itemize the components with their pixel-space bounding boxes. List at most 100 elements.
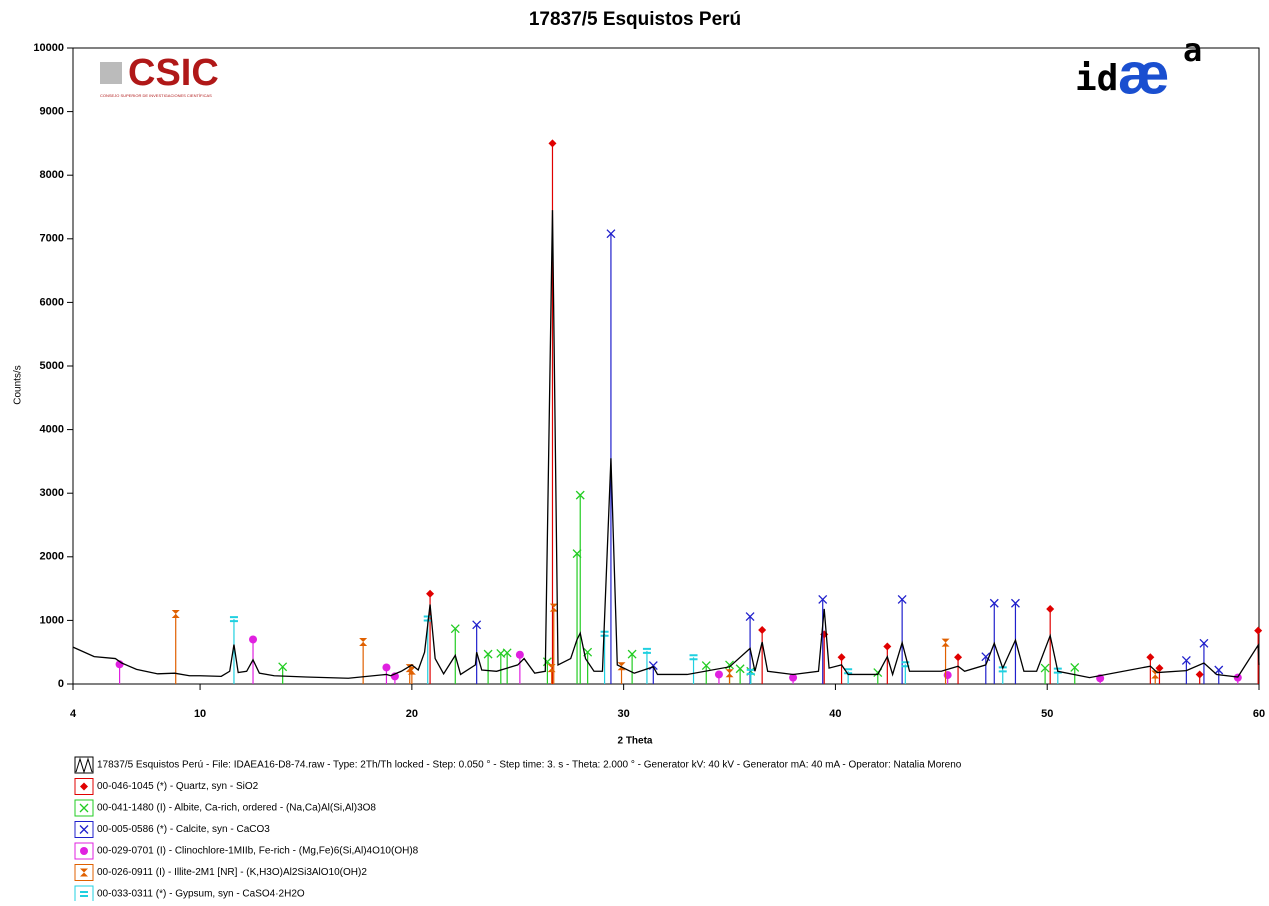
- y-axis-label: Counts/s: [13, 365, 24, 404]
- stick-marker: [818, 594, 828, 604]
- stick-marker: [954, 653, 963, 662]
- stick-marker: [714, 670, 723, 679]
- idaea-ae: æ: [1118, 41, 1170, 106]
- stick-marker: [1199, 638, 1209, 648]
- y-tick-label: 2000: [40, 551, 64, 563]
- stick-marker: [483, 649, 493, 659]
- idaea-id: id: [1075, 58, 1118, 99]
- stick-marker: [943, 671, 952, 680]
- stick-marker: [1151, 670, 1160, 679]
- legend-box: [74, 821, 94, 838]
- stick-marker: [844, 668, 853, 675]
- y-tick-label: 3000: [40, 487, 64, 499]
- x-tick-label: 10: [194, 708, 206, 720]
- stick-marker: [502, 648, 512, 658]
- idaea-logo: id æ a: [1075, 31, 1202, 106]
- legend-icon: [75, 757, 93, 774]
- stick-marker: [1146, 653, 1155, 662]
- legend-label: 00-041-1480 (I) - Albite, Ca-rich, order…: [97, 803, 376, 814]
- legend-icon: [80, 782, 88, 791]
- stick-marker: [1195, 670, 1204, 679]
- stick-marker: [407, 666, 416, 675]
- legend-label: 17837/5 Esquistos Perú - File: IDAEA16-D…: [97, 760, 962, 771]
- diffraction-pattern: [72, 210, 1260, 679]
- y-tick-label: 6000: [40, 296, 64, 308]
- y-tick-label: 0: [58, 678, 64, 690]
- x-tick-label: 40: [829, 708, 841, 720]
- stick-marker: [701, 661, 711, 671]
- stick-marker: [725, 669, 734, 678]
- stick-marker: [549, 603, 558, 612]
- stick-marker: [1214, 665, 1224, 675]
- legend-box: [74, 799, 94, 817]
- legend-label: 00-046-1045 (*) - Quartz, syn - SiO2: [97, 781, 259, 792]
- x-tick-label: 20: [406, 708, 418, 720]
- stick-marker: [627, 649, 637, 659]
- stick-marker: [1040, 663, 1050, 673]
- csic-emblem: [100, 62, 122, 84]
- stick-marker: [450, 624, 460, 634]
- stick-marker: [548, 139, 557, 148]
- stick-marker: [1181, 656, 1191, 665]
- y-tick-label: 7000: [40, 233, 64, 245]
- legend-box: [74, 864, 94, 881]
- legend-label: 00-026-0911 (I) - Illite-2M1 [NR] - (K,H…: [97, 867, 367, 878]
- stick-marker: [941, 638, 950, 647]
- stick-marker: [1254, 626, 1263, 635]
- legend-icon: [80, 891, 88, 897]
- stick-marker: [1010, 598, 1020, 608]
- csic-logo: CSIC CONSEJO SUPERIOR DE INVESTIGACIONES…: [100, 52, 219, 98]
- legend-label: 00-029-0701 (I) - Clinochlore-1MIIb, Fe-…: [97, 846, 419, 857]
- x-tick-label: 4: [70, 708, 77, 720]
- stick-marker: [229, 616, 238, 623]
- legend-label: 00-005-0586 (*) - Calcite, syn - CaCO3: [97, 824, 270, 835]
- x-tick-label: 50: [1041, 708, 1053, 720]
- stick-marker: [883, 642, 892, 651]
- stick-marker: [515, 650, 524, 659]
- x-axis-label: 2 Theta: [617, 736, 652, 747]
- stick-marker: [1046, 604, 1055, 613]
- stick-marker: [642, 647, 651, 654]
- y-tick-label: 1000: [40, 614, 64, 626]
- legend-label: 00-033-0311 (*) - Gypsum, syn - CaSO4·2H…: [97, 889, 305, 900]
- legend-icon: [80, 847, 88, 855]
- stick-marker: [789, 673, 798, 682]
- stick-marker: [359, 638, 368, 647]
- stick-marker: [1155, 664, 1164, 673]
- stick-marker: [735, 664, 745, 674]
- legend-icon: [80, 868, 88, 877]
- y-tick-label: 10000: [33, 42, 64, 54]
- csic-subtext: CONSEJO SUPERIOR DE INVESTIGACIONES CIEN…: [100, 93, 212, 98]
- y-tick-label: 4000: [40, 424, 64, 436]
- stick-marker: [689, 654, 698, 661]
- stick-marker: [278, 662, 288, 672]
- stick-marker: [547, 664, 556, 673]
- stick-marker: [897, 594, 907, 604]
- stick-marker: [472, 620, 482, 630]
- x-tick-label: 60: [1253, 708, 1265, 720]
- stick-marker: [837, 653, 846, 662]
- idaea-a: a: [1183, 31, 1202, 69]
- y-tick-label: 5000: [40, 360, 64, 372]
- stick-marker: [249, 635, 258, 644]
- y-tick-label: 9000: [40, 106, 64, 118]
- x-tick-label: 30: [618, 708, 630, 720]
- y-tick-label: 8000: [40, 169, 64, 181]
- csic-text: CSIC: [128, 52, 219, 94]
- legend-icon: [79, 803, 89, 813]
- legend-box: [74, 778, 94, 795]
- stick-marker: [575, 490, 585, 500]
- chart-title: 17837/5 Esquistos Perú: [529, 9, 741, 30]
- stick-marker: [745, 612, 755, 622]
- stick-marker: [426, 589, 435, 598]
- stick-marker: [606, 229, 616, 239]
- stick-marker: [758, 625, 767, 634]
- stick-marker: [382, 663, 391, 672]
- stick-marker: [171, 610, 180, 619]
- stick-marker: [746, 668, 755, 675]
- stick-marker: [1070, 663, 1080, 672]
- stick-marker: [989, 598, 999, 608]
- legend-box: [74, 842, 94, 860]
- legend-icon: [79, 825, 89, 834]
